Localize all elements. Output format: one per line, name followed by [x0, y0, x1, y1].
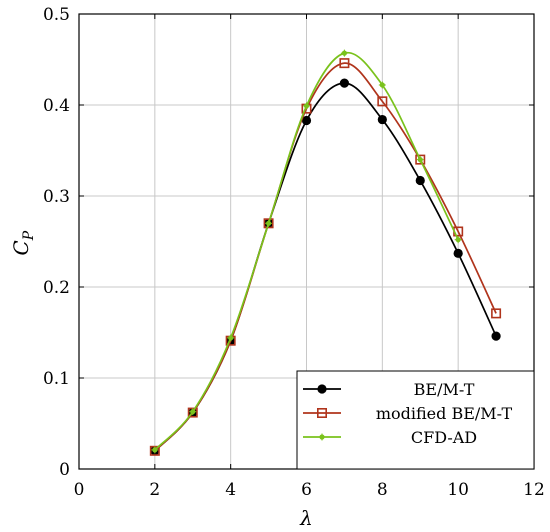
data-point	[265, 219, 273, 227]
data-point	[303, 102, 310, 110]
series-line	[154, 51, 459, 451]
data-point	[378, 81, 386, 89]
y-tick-label: 0	[59, 460, 70, 480]
series-layer	[149, 49, 502, 456]
y-tick-label: 0.2	[43, 278, 70, 298]
data-point	[415, 175, 425, 186]
data-point	[263, 218, 274, 229]
legend: BE/M-T modified BE/M-T CFD-AD	[296, 370, 535, 470]
x-tick-label: 12	[523, 480, 545, 500]
data-point	[151, 446, 159, 454]
series-line	[154, 62, 497, 452]
x-tick-label: 0	[74, 480, 85, 500]
y-tick-label: 0.5	[43, 5, 70, 25]
legend-item: BE/M-T	[303, 380, 475, 399]
legend-item: CFD-AD	[303, 428, 477, 447]
x-axis-title: λ	[299, 506, 313, 530]
data-point	[454, 236, 462, 244]
data-point	[340, 49, 348, 57]
data-point	[491, 308, 502, 319]
legend-marker	[316, 407, 327, 418]
data-point	[301, 115, 312, 126]
data-point	[339, 78, 350, 88]
legend-marker	[317, 384, 327, 394]
data-point	[227, 334, 235, 342]
y-tick-label: 0.1	[43, 369, 70, 389]
legend-label: CFD-AD	[411, 428, 477, 447]
series-3	[151, 49, 462, 454]
y-tick-label: 0.4	[43, 96, 70, 116]
data-point	[491, 331, 501, 341]
x-tick-label: 8	[377, 480, 388, 500]
data-point	[377, 96, 388, 107]
x-tick-label: 2	[149, 480, 160, 500]
data-point	[339, 58, 350, 69]
x-tick-label: 10	[447, 480, 469, 500]
legend-label: modified BE/M-T	[376, 404, 513, 423]
y-axis-title-main: C	[9, 240, 33, 255]
data-point	[453, 248, 463, 258]
x-tick-label: 4	[225, 480, 236, 500]
x-tick-label: 6	[301, 480, 312, 500]
series-2	[149, 58, 502, 456]
legend-box	[296, 370, 535, 470]
legend-label: BE/M-T	[414, 380, 475, 399]
y-axis-title-sub: P	[21, 230, 37, 241]
y-axis-title: CP	[9, 230, 37, 255]
data-point	[416, 156, 424, 164]
data-point	[415, 154, 426, 165]
legend-item: modified BE/M-T	[303, 404, 513, 423]
data-point	[377, 114, 387, 125]
legend-marker	[318, 433, 326, 441]
data-point	[189, 408, 197, 416]
y-tick-label: 0.3	[43, 187, 70, 207]
